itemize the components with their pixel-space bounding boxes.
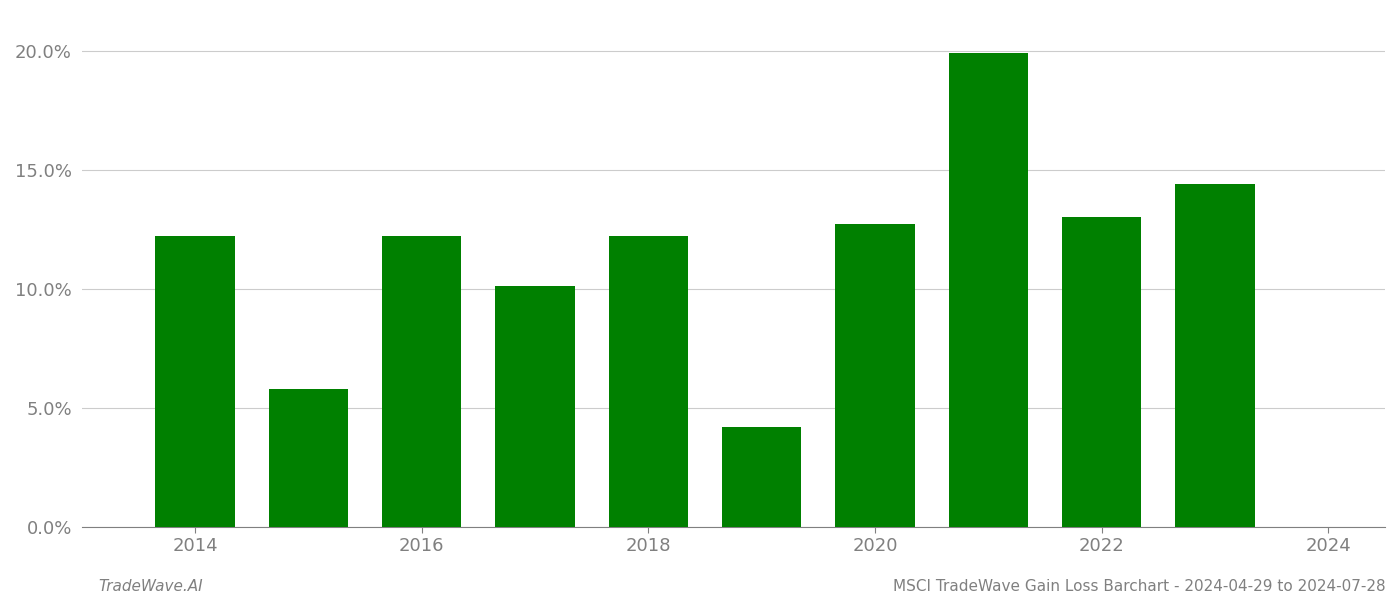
Bar bbox=[269, 389, 349, 527]
Text: TradeWave.AI: TradeWave.AI bbox=[98, 579, 203, 594]
Bar bbox=[1063, 217, 1141, 527]
Bar bbox=[722, 427, 801, 527]
Bar bbox=[836, 224, 914, 527]
Bar bbox=[1176, 184, 1254, 527]
Bar bbox=[609, 236, 687, 527]
Bar bbox=[496, 286, 575, 527]
Bar bbox=[949, 53, 1028, 527]
Bar bbox=[382, 236, 462, 527]
Text: MSCI TradeWave Gain Loss Barchart - 2024-04-29 to 2024-07-28: MSCI TradeWave Gain Loss Barchart - 2024… bbox=[893, 579, 1386, 594]
Bar bbox=[155, 236, 235, 527]
